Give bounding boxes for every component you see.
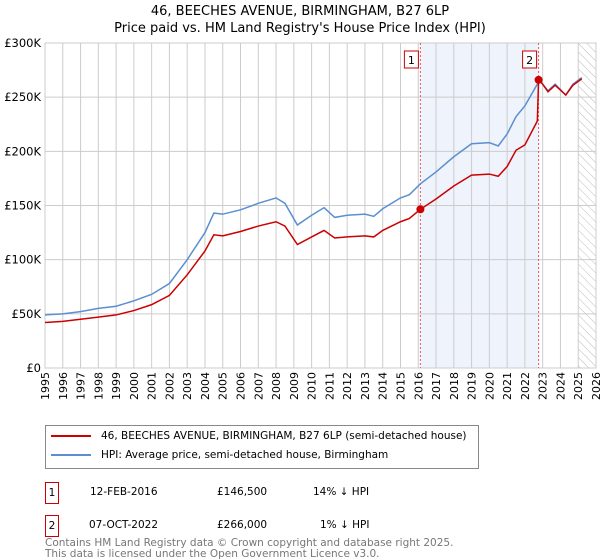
x-tick-label: 2007 (252, 372, 265, 400)
y-tick-label: £50K (12, 307, 42, 321)
y-tick-label: £150K (4, 199, 41, 213)
chart-title: 46, BEECHES AVENUE, BIRMINGHAM, B27 6LP (150, 4, 450, 19)
x-tick-label: 2011 (323, 372, 336, 400)
x-tick-label: 2006 (235, 372, 248, 400)
sale-label-box (522, 50, 538, 69)
legend-swatch-hpi (51, 454, 91, 456)
y-tick-label: £200K (4, 144, 41, 158)
sale-marker-badge: 1 (45, 482, 59, 504)
x-tick-label: 1998 (92, 372, 105, 400)
x-tick-label: 2014 (377, 372, 390, 400)
x-tick-label: 1995 (39, 372, 52, 400)
x-tick-label: 2025 (572, 372, 585, 400)
x-tick-label: 2026 (590, 372, 600, 400)
sale-price: £146,500 (217, 486, 268, 498)
x-tick-label: 2020 (483, 372, 496, 400)
x-tick-label: 2016 (412, 372, 425, 400)
x-tick-label: 2001 (146, 372, 159, 400)
y-tick-label: £300K (4, 36, 41, 50)
x-tick-label: 2015 (394, 372, 407, 400)
x-tick-label: 2003 (181, 372, 194, 400)
sale-delta: 1% ↓ HPI (320, 519, 370, 531)
chart: 1995 1996 1997 1998 1999 2000 2001 2002 2003 2004… (4, 36, 600, 400)
footer-line-2: This data is licensed under the Open Gov… (45, 548, 380, 560)
footer: Contains HM Land Registry data © Crown c… (45, 538, 453, 560)
x-tick-label: 2009 (288, 372, 301, 400)
x-tick-label: 1999 (110, 372, 123, 400)
x-tick-label: 2012 (341, 372, 354, 400)
legend-swatch-property (51, 435, 91, 437)
y-tick-label: £0 (26, 361, 41, 375)
x-tick-label: 2017 (430, 372, 443, 400)
sale-point (416, 205, 425, 214)
x-tick-label: 2002 (163, 372, 176, 400)
legend-label-hpi: HPI: Average price, semi-detached house,… (101, 449, 389, 461)
x-tick-label: 1996 (57, 372, 70, 400)
x-tick-label: 2023 (537, 372, 550, 400)
x-tick-label: 2018 (448, 372, 461, 400)
sale-date: 07-OCT-2022 (89, 519, 158, 531)
y-tick-label: £100K (4, 253, 41, 267)
x-tick-label: 2024 (554, 372, 567, 400)
x-tick-label: 2008 (270, 372, 283, 400)
x-tick-label: 1997 (75, 372, 88, 400)
x-tick-label: 2019 (466, 372, 479, 400)
x-tick-label: 2004 (199, 372, 212, 400)
sale-row: 2 07-OCT-2022 £266,000 1% ↓ HPI (45, 515, 545, 537)
property-price-line (44, 78, 583, 324)
footer-line-1: Contains HM Land Registry data © Crown c… (45, 537, 454, 549)
sale-label-box (403, 50, 419, 69)
x-tick-label: 2000 (128, 372, 141, 400)
sale-delta: 14% ↓ HPI (313, 486, 370, 498)
y-tick-label: £250K (4, 90, 41, 104)
sale-label: 2 (526, 54, 533, 67)
legend: 46, BEECHES AVENUE, BIRMINGHAM, B27 6LP … (45, 425, 479, 469)
sale-label: 1 (408, 54, 415, 67)
sale-marker-badge: 2 (45, 515, 59, 537)
sale-date: 12-FEB-2016 (90, 486, 158, 498)
chart-subtitle: Price paid vs. HM Land Registry's House … (114, 21, 486, 36)
sale-row: 1 12-FEB-2016 £146,500 14% ↓ HPI (45, 482, 545, 504)
sale-point (534, 75, 543, 84)
x-tick-label: 2021 (501, 372, 514, 400)
plot-frame (44, 42, 597, 369)
x-tick-label: 2013 (359, 372, 372, 400)
x-tick-label: 2022 (519, 372, 532, 400)
x-tick-label: 2010 (306, 372, 319, 400)
x-tick-label: 2005 (217, 372, 230, 400)
legend-label-property: 46, BEECHES AVENUE, BIRMINGHAM, B27 6LP … (101, 430, 467, 442)
sale-price: £266,000 (217, 519, 268, 531)
hpi-line (44, 75, 583, 316)
